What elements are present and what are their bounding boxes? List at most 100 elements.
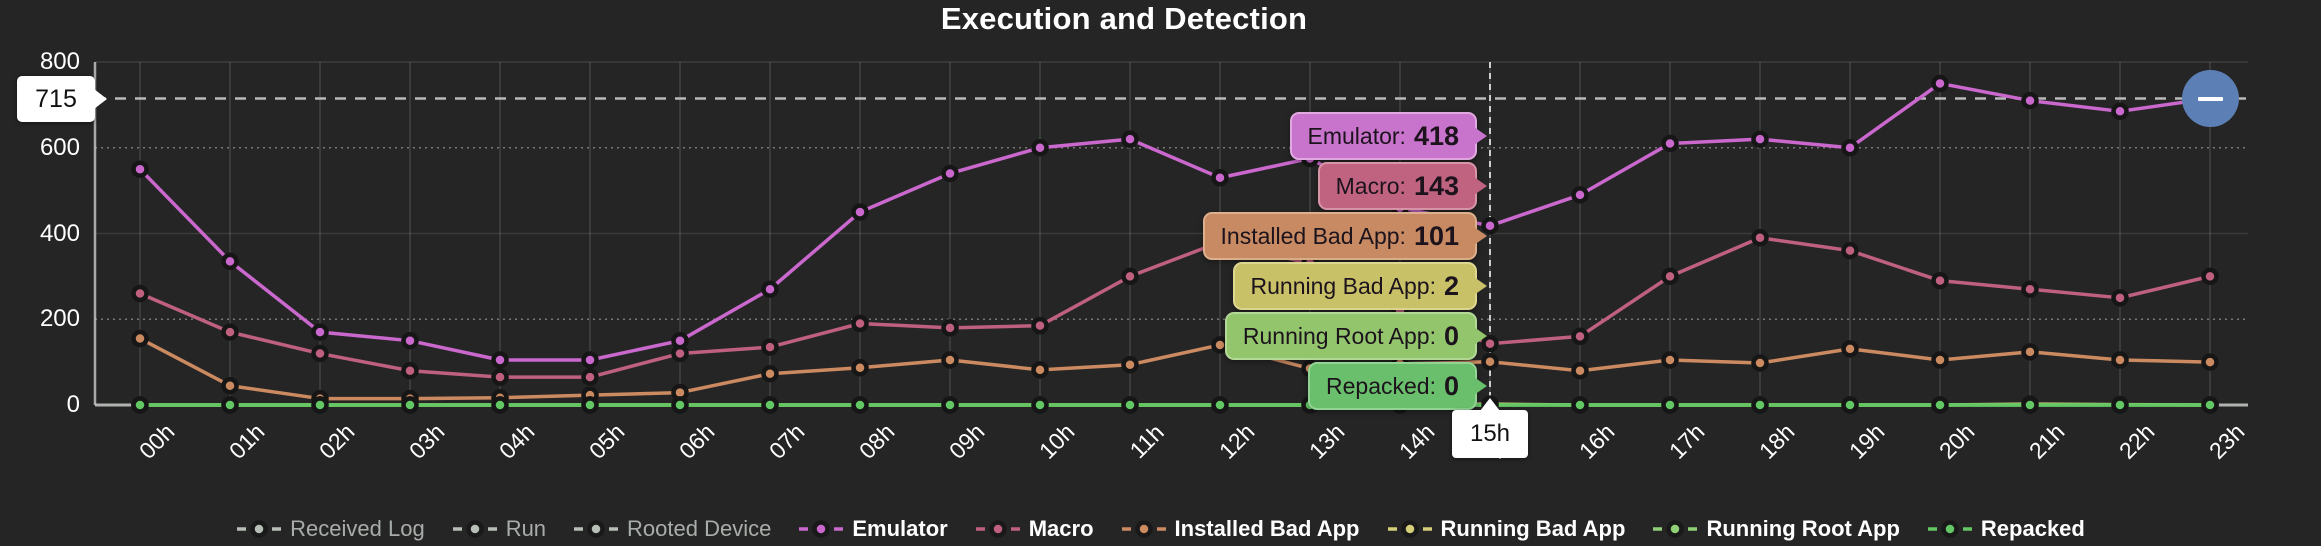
legend-item-macro[interactable]: Macro xyxy=(975,516,1094,542)
data-point[interactable] xyxy=(1571,327,1589,346)
data-point[interactable] xyxy=(491,396,509,414)
data-point[interactable] xyxy=(941,396,959,414)
data-point[interactable] xyxy=(851,203,869,221)
legend: Received Log Run Rooted Device Emulator Macr… xyxy=(0,512,2321,546)
legend-item-installed-bad-app[interactable]: Installed Bad App xyxy=(1121,516,1360,542)
data-point[interactable] xyxy=(941,351,959,369)
data-point[interactable] xyxy=(1121,355,1139,374)
data-point[interactable] xyxy=(1841,241,1859,260)
data-point[interactable] xyxy=(761,364,779,383)
data-point[interactable] xyxy=(131,329,149,348)
data-point[interactable] xyxy=(1661,267,1679,286)
data-point[interactable] xyxy=(1751,354,1769,372)
data-point[interactable] xyxy=(401,396,419,414)
data-point[interactable] xyxy=(221,396,239,414)
data-point[interactable] xyxy=(1931,396,1949,414)
data-point[interactable] xyxy=(941,164,959,183)
data-point[interactable] xyxy=(2021,280,2039,298)
data-point[interactable] xyxy=(2201,267,2219,286)
data-point[interactable] xyxy=(2021,343,2039,361)
data-point[interactable] xyxy=(2111,102,2129,121)
data-point[interactable] xyxy=(2201,353,2219,371)
data-point[interactable] xyxy=(2111,289,2129,307)
legend-item-running-root-app[interactable]: Running Root App xyxy=(1652,516,1900,542)
data-point[interactable] xyxy=(1031,396,1049,414)
data-point[interactable] xyxy=(1931,74,1949,93)
data-point[interactable] xyxy=(671,396,689,414)
data-point[interactable] xyxy=(401,331,419,350)
data-point[interactable] xyxy=(221,252,239,271)
data-point[interactable] xyxy=(491,351,509,369)
legend-item-run[interactable]: Run xyxy=(452,516,546,542)
data-point[interactable] xyxy=(1841,340,1859,358)
legend-item-rooted-device[interactable]: Rooted Device xyxy=(573,516,771,542)
data-point[interactable] xyxy=(401,361,419,380)
data-point[interactable] xyxy=(1661,351,1679,369)
data-point[interactable] xyxy=(221,323,239,341)
legend-label: Repacked xyxy=(1980,516,2085,541)
data-point[interactable] xyxy=(1031,139,1049,157)
legend-marker-icon xyxy=(452,520,497,538)
data-point[interactable] xyxy=(581,368,599,386)
data-point[interactable] xyxy=(1031,361,1049,379)
data-point[interactable] xyxy=(851,314,869,333)
legend-label: Installed Bad App xyxy=(1174,516,1360,541)
data-point[interactable] xyxy=(1121,396,1139,414)
data-point[interactable] xyxy=(2111,351,2129,369)
data-point[interactable] xyxy=(1121,130,1139,148)
data-point[interactable] xyxy=(311,344,329,363)
data-point[interactable] xyxy=(311,323,329,341)
data-point[interactable] xyxy=(2021,396,2039,414)
data-point[interactable] xyxy=(1751,229,1769,247)
legend-item-received-log[interactable]: Received Log xyxy=(236,516,425,542)
data-point[interactable] xyxy=(1031,316,1049,335)
data-point[interactable] xyxy=(2021,91,2039,110)
data-point[interactable] xyxy=(851,358,869,377)
data-point[interactable] xyxy=(761,396,779,414)
data-point[interactable] xyxy=(761,280,779,298)
data-point[interactable] xyxy=(221,376,239,395)
data-point[interactable] xyxy=(1931,351,1949,369)
tooltip-row-repacked: Repacked: 0 xyxy=(1308,362,1487,410)
collapse-annotation-button[interactable] xyxy=(2182,70,2239,127)
data-point[interactable] xyxy=(491,368,509,386)
chart-title: Execution and Detection xyxy=(940,1,1308,36)
data-point[interactable] xyxy=(761,338,779,356)
data-point[interactable] xyxy=(131,160,149,178)
y-tick-label: 800 xyxy=(39,48,80,75)
legend-label: Running Root App xyxy=(1706,516,1900,541)
data-point[interactable] xyxy=(1751,130,1769,148)
data-point[interactable] xyxy=(1661,396,1679,414)
data-point[interactable] xyxy=(851,396,869,414)
data-point[interactable] xyxy=(311,396,329,414)
data-point[interactable] xyxy=(1571,396,1589,414)
data-point[interactable] xyxy=(2111,396,2129,414)
data-point[interactable] xyxy=(131,284,149,303)
y-tick-label: 400 xyxy=(39,219,80,247)
data-point[interactable] xyxy=(581,351,599,369)
data-point[interactable] xyxy=(1931,271,1949,290)
data-point[interactable] xyxy=(1841,396,1859,414)
data-point[interactable] xyxy=(1211,169,1229,187)
data-point[interactable] xyxy=(1751,396,1769,414)
legend-item-repacked[interactable]: Repacked xyxy=(1927,516,2085,542)
data-point[interactable] xyxy=(1121,267,1139,286)
data-point[interactable] xyxy=(1571,186,1589,204)
legend-item-emulator[interactable]: Emulator xyxy=(798,516,948,542)
data-point[interactable] xyxy=(2201,396,2219,414)
data-point[interactable] xyxy=(581,396,599,414)
data-point[interactable] xyxy=(1211,396,1229,414)
data-point[interactable] xyxy=(1661,134,1679,153)
data-point[interactable] xyxy=(1841,139,1859,157)
data-point[interactable] xyxy=(131,396,149,414)
data-point[interactable] xyxy=(1571,361,1589,380)
y-tick-label: 0 xyxy=(66,391,80,418)
data-point[interactable] xyxy=(671,331,689,350)
data-point[interactable] xyxy=(1481,352,1499,371)
legend-label: Rooted Device xyxy=(627,516,772,541)
minus-icon xyxy=(2198,96,2223,101)
y-tick-label: 200 xyxy=(39,305,80,333)
legend-item-running-bad-app[interactable]: Running Bad App xyxy=(1387,516,1625,542)
data-point[interactable] xyxy=(941,319,959,337)
